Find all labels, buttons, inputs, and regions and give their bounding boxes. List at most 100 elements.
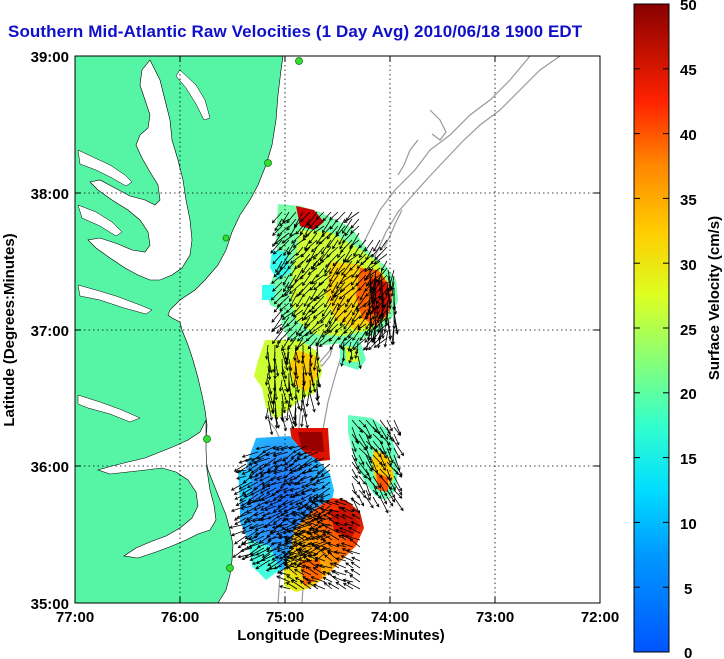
velocity-arrow [292,511,307,517]
velocity-arrow [289,330,304,342]
velocity-arrow [292,527,305,534]
velocity-arrow [343,316,353,330]
velocity-arrow [299,393,304,412]
velocity-arrow [306,559,319,569]
velocity-arrow [312,567,326,576]
velocity-arrow [349,239,360,248]
velocity-arrow [282,274,290,286]
velocity-arrow [358,475,366,485]
velocity-arrow [294,316,304,325]
velocity-arrow [255,445,271,451]
velocity-arrow [350,568,361,576]
velocity-arrow [338,232,346,246]
velocity-arrow [331,569,347,576]
velocity-arrow [347,341,352,352]
velocity-arrow [316,546,326,555]
velocity-arrow [375,299,380,324]
velocity-arrow [339,498,354,506]
velocity-arrow [351,447,358,462]
velocity-arrow [379,461,386,472]
velocity-arrow [288,414,295,430]
velocity-arrow [272,330,283,345]
velocity-arrow [276,337,283,349]
velocity-arrow [288,556,305,562]
velocity-arrow [288,463,301,472]
velocity-arrow [324,323,332,334]
velocity-arrow [283,487,295,493]
velocity-arrow [282,211,290,223]
velocity-arrow [294,487,307,495]
velocity-arrow [244,529,259,540]
velocity-arrow [255,559,271,570]
velocity-arrow [264,499,277,505]
velocity-arrow [372,475,381,489]
velocity-arrow [289,281,304,295]
velocity-arrow [291,493,307,499]
velocity-arrow [280,550,291,555]
velocity-arrow [253,511,265,517]
velocity-arrow [348,526,361,534]
velocity-arrow [281,288,290,298]
velocity-arrow [323,281,332,293]
velocity-arrow [335,514,347,520]
velocity-arrow [365,267,381,280]
velocity-arrow [344,225,353,237]
velocity-arrow [302,407,309,429]
velocity-arrow [243,517,253,524]
velocity-arrow [379,440,387,456]
velocity-arrow [372,305,377,320]
velocity-arrow [386,496,394,507]
velocity-arrow [265,565,283,572]
velocity-arrow [268,559,283,569]
velocity-arrow [377,269,383,284]
velocity-arrow [281,481,295,486]
velocity-arrow [360,253,374,266]
velocity-arrow [276,575,291,583]
velocity-arrow [287,529,298,534]
bay-tributary-3 [77,284,153,315]
velocity-arrow [350,498,361,506]
velocity-arrow [284,538,298,548]
velocity-arrow [323,546,333,555]
velocity-arrow [290,295,297,308]
velocity-arrow [284,541,295,546]
velocity-arrow [313,281,325,291]
velocity-arrow [285,400,290,422]
velocity-arrow [293,553,307,559]
velocity-arrow [274,463,283,471]
velocity-arrow [289,288,297,303]
velocity-arrow [298,543,312,548]
velocity-arrow [289,559,301,566]
velocity-arrow [270,239,283,254]
velocity-arrow [312,351,318,371]
velocity-arrow [341,514,354,520]
velocity-arrow [313,457,325,463]
velocity-arrow [273,517,283,524]
velocity-arrow [365,440,378,453]
velocity-arrow [351,468,358,479]
velocity-arrow [273,469,289,475]
station-marker [295,57,303,65]
velocity-arrow [264,505,277,511]
velocity-arrow [279,218,290,227]
velocity-arrow [293,344,297,362]
velocity-arrow [365,419,378,433]
velocity-arrow [309,393,316,413]
velocity-arrow [241,553,259,561]
velocity-arrow [283,246,290,257]
velocity-arrow [339,527,354,534]
velocity-arrow [299,580,312,590]
velocity-arrow [323,514,333,520]
velocity-arrow [348,323,360,339]
velocity-arrow [329,211,339,221]
velocity-arrow [254,529,271,536]
velocity-arrow [288,445,301,450]
velocity-arrow [277,543,291,548]
velocity-arrow [298,533,312,541]
velocity-arrow [295,393,301,410]
velocity-arrow [379,426,389,441]
velocity-arrow [298,463,313,471]
velocity-arrow [312,583,326,590]
velocity-arrow [278,379,283,392]
velocity-arrow [240,499,253,507]
